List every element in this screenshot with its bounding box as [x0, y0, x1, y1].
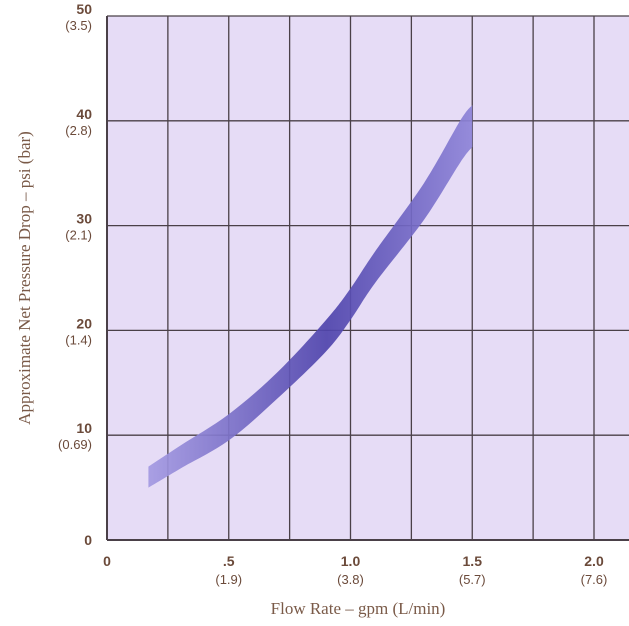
y-axis-ticks: 0 10(0.69) 20(1.4) 30(2.1) 40(2.8) 50(3.5) [58, 1, 92, 548]
pressure-drop-band [148, 105, 473, 488]
x-axis-ticks: 0 .5 (1.9) 1.0 (3.8) 1.5 (5.7) 2.0 (7.6) [103, 553, 607, 587]
y-tick-label: 50 [76, 1, 92, 17]
y-tick-label: 0 [84, 532, 92, 548]
x-tick-sublabel: (5.7) [459, 572, 486, 587]
x-tick-sublabel: (7.6) [581, 572, 608, 587]
x-tick-label: 1.0 [341, 553, 361, 569]
x-tick-sublabel: (1.9) [215, 572, 242, 587]
y-tick-sublabel: (1.4) [65, 332, 92, 347]
x-tick-label: 1.5 [463, 553, 483, 569]
x-tick-label: 2.0 [584, 553, 604, 569]
x-axis-label: Flow Rate – gpm (L/min) [271, 599, 446, 618]
y-tick-sublabel: (2.1) [65, 228, 92, 243]
x-tick-sublabel: (3.8) [337, 572, 364, 587]
y-tick-sublabel: (2.8) [65, 123, 92, 138]
y-tick-label: 10 [76, 420, 92, 436]
grid [106, 15, 629, 541]
y-tick-sublabel: (3.5) [65, 18, 92, 33]
x-tick-label: 0 [103, 553, 111, 569]
y-tick-sublabel: (0.69) [58, 437, 92, 452]
series-layer [148, 105, 473, 488]
y-tick-label: 40 [76, 106, 92, 122]
x-tick-label: .5 [223, 553, 235, 569]
y-tick-label: 20 [76, 315, 92, 331]
y-axis-label: Approximate Net Pressure Drop – psi (bar… [15, 131, 34, 425]
y-tick-label: 30 [76, 211, 92, 227]
